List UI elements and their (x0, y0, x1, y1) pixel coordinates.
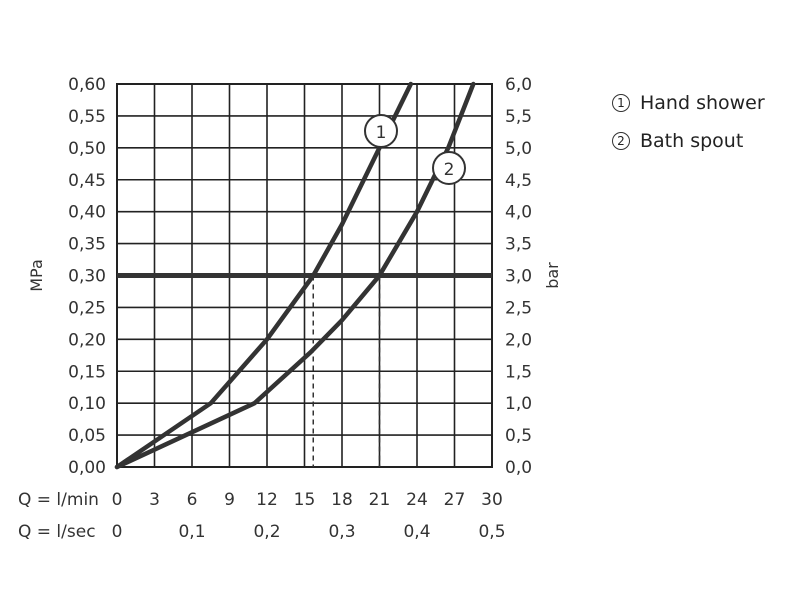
y-tick-label-left: 0,40 (68, 203, 106, 223)
x-tick-label: 6 (187, 490, 198, 510)
series-marker-circle (432, 151, 466, 185)
y-tick-label-left: 0,05 (68, 426, 106, 446)
y-tick-label-right: 2,0 (505, 330, 532, 350)
x-tick-label: 12 (256, 490, 278, 510)
y-tick-label-left: 0,35 (68, 235, 106, 255)
x-tick-label: 3 (149, 490, 160, 510)
y-tick-label-right: 5,0 (505, 139, 532, 159)
series-marker-label: 2 (444, 160, 455, 180)
legend: 1 Hand shower 2 Bath spout (612, 84, 765, 160)
y-tick-label-left: 0,10 (68, 394, 106, 414)
x-tick-label: 0,1 (178, 522, 205, 542)
x-tick-label: 0 (112, 490, 123, 510)
y-tick-label-right: 4,0 (505, 203, 532, 223)
x-tick-label: 0,3 (328, 522, 355, 542)
x-tick-label: 0,4 (403, 522, 430, 542)
y-tick-label-right: 4,5 (505, 171, 532, 191)
x-tick-label: 18 (331, 490, 353, 510)
legend-label-bath-spout: Bath spout (640, 130, 744, 152)
y-axis-title-left: MPa (27, 259, 46, 292)
y-tick-label-left: 0,25 (68, 298, 106, 318)
x-tick-label: 27 (444, 490, 466, 510)
y-tick-label-right: 5,5 (505, 107, 532, 127)
legend-item-hand-shower: 1 Hand shower (612, 84, 765, 122)
y-tick-label-right: 2,5 (505, 298, 532, 318)
legend-marker-1: 1 (612, 94, 630, 112)
y-tick-label-right: 1,0 (505, 394, 532, 414)
y-tick-label-left: 0,45 (68, 171, 106, 191)
x-tick-label: 24 (406, 490, 428, 510)
y-tick-label-right: 6,0 (505, 75, 532, 95)
y-tick-label-right: 1,5 (505, 362, 532, 382)
legend-marker-2: 2 (612, 132, 630, 150)
x-tick-label: 9 (224, 490, 235, 510)
y-tick-label-left: 0,20 (68, 330, 106, 350)
x-axis-row-label: Q = l/sec (18, 522, 96, 542)
y-tick-label-left: 0,60 (68, 75, 106, 95)
series-marker-circle (364, 114, 398, 148)
x-axis-row-label: Q = l/min (18, 490, 99, 510)
y-tick-label-left: 0,55 (68, 107, 106, 127)
y-tick-label-right: 0,0 (505, 458, 532, 478)
legend-label-hand-shower: Hand shower (640, 92, 765, 114)
legend-item-bath-spout: 2 Bath spout (612, 122, 765, 160)
x-tick-label: 0,2 (253, 522, 280, 542)
x-tick-label: 0 (112, 522, 123, 542)
x-tick-label: 15 (294, 490, 316, 510)
y-axis-title-right: bar (543, 262, 562, 289)
x-tick-label: 0,5 (478, 522, 505, 542)
y-tick-label-right: 3,5 (505, 235, 532, 255)
x-tick-label: 30 (481, 490, 503, 510)
series-marker-label: 1 (376, 123, 387, 143)
x-tick-label: 21 (369, 490, 391, 510)
y-tick-label-left: 0,30 (68, 267, 106, 287)
y-tick-label-right: 3,0 (505, 267, 532, 287)
y-tick-label-right: 0,5 (505, 426, 532, 446)
y-tick-label-left: 0,00 (68, 458, 106, 478)
y-tick-label-left: 0,50 (68, 139, 106, 159)
y-tick-label-left: 0,15 (68, 362, 106, 382)
